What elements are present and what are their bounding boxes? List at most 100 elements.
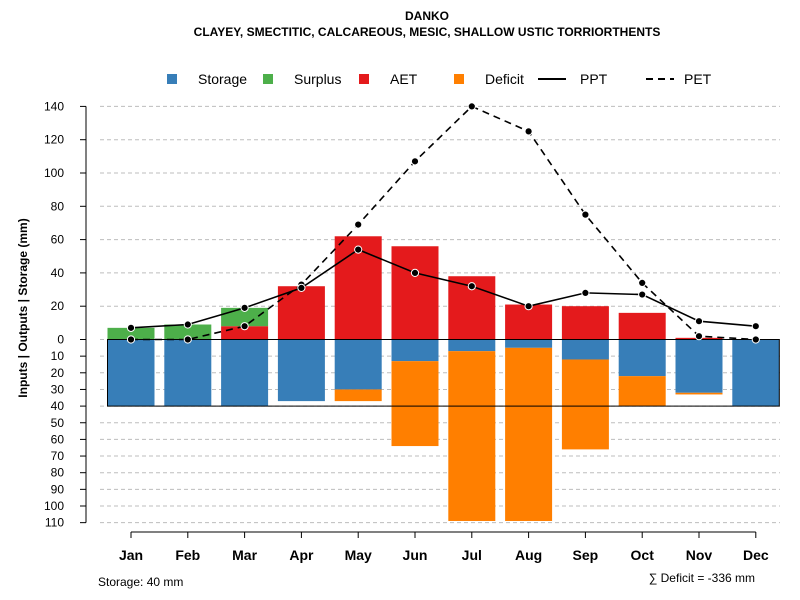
y-tick-label-bottom-50: 50 xyxy=(51,416,65,430)
pet-point-Jan xyxy=(126,335,136,344)
legend-label-storage: Storage xyxy=(198,71,247,87)
legend-label-surplus: Surplus xyxy=(294,71,341,87)
pet-point-Dec xyxy=(751,335,760,344)
deficit-bar-Sep xyxy=(561,359,609,450)
x-tick-label-May: May xyxy=(345,547,372,563)
y-tick-label-top-140: 140 xyxy=(44,99,64,113)
legend-label-aet: AET xyxy=(390,71,418,87)
legend-swatch-deficit xyxy=(454,74,464,84)
storage-bar-Feb xyxy=(164,339,212,407)
x-tick-label-Nov: Nov xyxy=(686,547,713,563)
legend: Storage Surplus AET Deficit PPT PET xyxy=(167,71,712,87)
pet-point-Feb xyxy=(183,335,192,344)
ppt-point-Jun xyxy=(410,268,420,277)
storage-bar-Mar xyxy=(221,339,269,407)
y-tick-label-bottom-40: 40 xyxy=(51,399,65,413)
storage-bar-Jun xyxy=(391,339,439,362)
x-tick-label-Aug: Aug xyxy=(515,547,542,563)
aet-bar-Oct xyxy=(618,312,666,340)
storage-note: Storage: 40 mm xyxy=(98,575,183,589)
ppt-line xyxy=(130,248,756,329)
chart-subtitle: CLAYEY, SMECTITIC, CALCAREOUS, MESIC, SH… xyxy=(194,25,661,39)
y-tick-label-top-20: 20 xyxy=(51,299,65,313)
ppt-point-Mar xyxy=(240,303,249,312)
y-tick-label-bottom-30: 30 xyxy=(51,382,65,396)
pet-point-Aug xyxy=(524,127,533,136)
pet-point-May xyxy=(354,220,363,229)
ppt-point-Jan xyxy=(126,323,136,332)
pet-point-Oct xyxy=(638,278,647,287)
y-tick-label-bottom-110: 110 xyxy=(45,516,64,530)
surplus-bar-Mar xyxy=(221,307,269,327)
deficit-bar-May xyxy=(334,389,382,402)
aet-bar-Sep xyxy=(561,306,609,340)
deficit-bar-Oct xyxy=(618,376,666,407)
ppt-point-May xyxy=(354,245,363,254)
y-tick-label-bottom-10: 10 xyxy=(51,349,65,363)
ppt-point-Feb xyxy=(183,320,192,329)
storage-bar-Apr xyxy=(277,339,325,402)
legend-swatch-surplus xyxy=(263,74,273,84)
x-tick-label-Dec: Dec xyxy=(743,547,769,563)
ppt-point-Aug xyxy=(524,302,533,311)
pet-point-Sep xyxy=(581,210,590,219)
storage-bar-Oct xyxy=(618,339,666,377)
y-tick-label-top-80: 80 xyxy=(51,199,65,213)
storage-bar-Dec xyxy=(732,339,780,407)
y-axis-label: Inputs | Outputs | Storage (mm) xyxy=(16,218,30,397)
series-lines xyxy=(126,102,760,344)
x-tick-label-Apr: Apr xyxy=(289,547,314,563)
ppt-point-Oct xyxy=(638,290,647,299)
surplus-bar-Feb xyxy=(164,324,212,340)
x-tick-label-Sep: Sep xyxy=(573,547,599,563)
y-tick-label-top-60: 60 xyxy=(51,233,65,247)
storage-bar-May xyxy=(334,339,382,390)
pet-line xyxy=(131,105,756,341)
legend-label-pet: PET xyxy=(684,71,712,87)
y-tick-label-bottom-90: 90 xyxy=(51,482,65,496)
deficit-bar-Jul xyxy=(448,351,496,521)
deficit-bar-Jun xyxy=(391,361,439,447)
x-tick-label-Oct: Oct xyxy=(631,547,655,563)
x-tick-label-Jul: Jul xyxy=(462,547,482,563)
y-tick-label-top-100: 100 xyxy=(44,166,64,180)
pet-point-Jun xyxy=(410,157,420,166)
ppt-point-Dec xyxy=(751,322,760,331)
storage-bar-Aug xyxy=(505,339,553,348)
x-tick-label-Feb: Feb xyxy=(175,547,200,563)
gridlines xyxy=(100,105,780,524)
x-tick-label-Mar: Mar xyxy=(232,547,257,563)
legend-label-ppt: PPT xyxy=(580,71,608,87)
y-tick-label-bottom-20: 20 xyxy=(51,366,65,380)
y-tick-label-bottom-60: 60 xyxy=(51,432,65,446)
deficit-bar-Aug xyxy=(505,347,553,521)
y-tick-label-top-0: 0 xyxy=(57,333,64,347)
deficit-bar-Nov xyxy=(675,392,723,395)
ppt-point-Apr xyxy=(297,283,306,292)
y-tick-label-bottom-70: 70 xyxy=(51,449,65,463)
storage-bar-Jul xyxy=(448,339,496,352)
surplus-bar-Jan xyxy=(107,327,155,340)
storage-bar-Jan xyxy=(107,339,155,407)
axes: 0 20 40 60 80 100 120 140 10 20 30 40 50 60 70 80 90 100 1… xyxy=(44,99,769,563)
pet-point-Nov xyxy=(694,332,704,341)
legend-swatch-aet xyxy=(359,74,369,84)
pet-point-Mar xyxy=(240,322,249,331)
legend-swatch-storage xyxy=(167,74,177,84)
ppt-point-Jul xyxy=(467,282,476,291)
aet-bar-Aug xyxy=(505,304,553,340)
y-tick-label-bottom-80: 80 xyxy=(51,466,65,480)
ppt-point-Nov xyxy=(694,317,704,326)
y-tick-label-top-40: 40 xyxy=(51,266,65,280)
y-tick-label-top-120: 120 xyxy=(44,133,64,147)
y-tick-label-bottom-100: 100 xyxy=(44,499,64,513)
legend-label-deficit: Deficit xyxy=(485,71,524,87)
x-tick-label-Jun: Jun xyxy=(403,547,428,563)
x-tick-label-Jan: Jan xyxy=(119,547,143,563)
storage-bar-Nov xyxy=(675,339,723,393)
aet-bar-Apr xyxy=(277,286,325,340)
pet-point-Jul xyxy=(467,102,476,111)
deficit-total: ∑ Deficit = -336 mm xyxy=(649,571,755,585)
ppt-point-Sep xyxy=(581,288,590,297)
